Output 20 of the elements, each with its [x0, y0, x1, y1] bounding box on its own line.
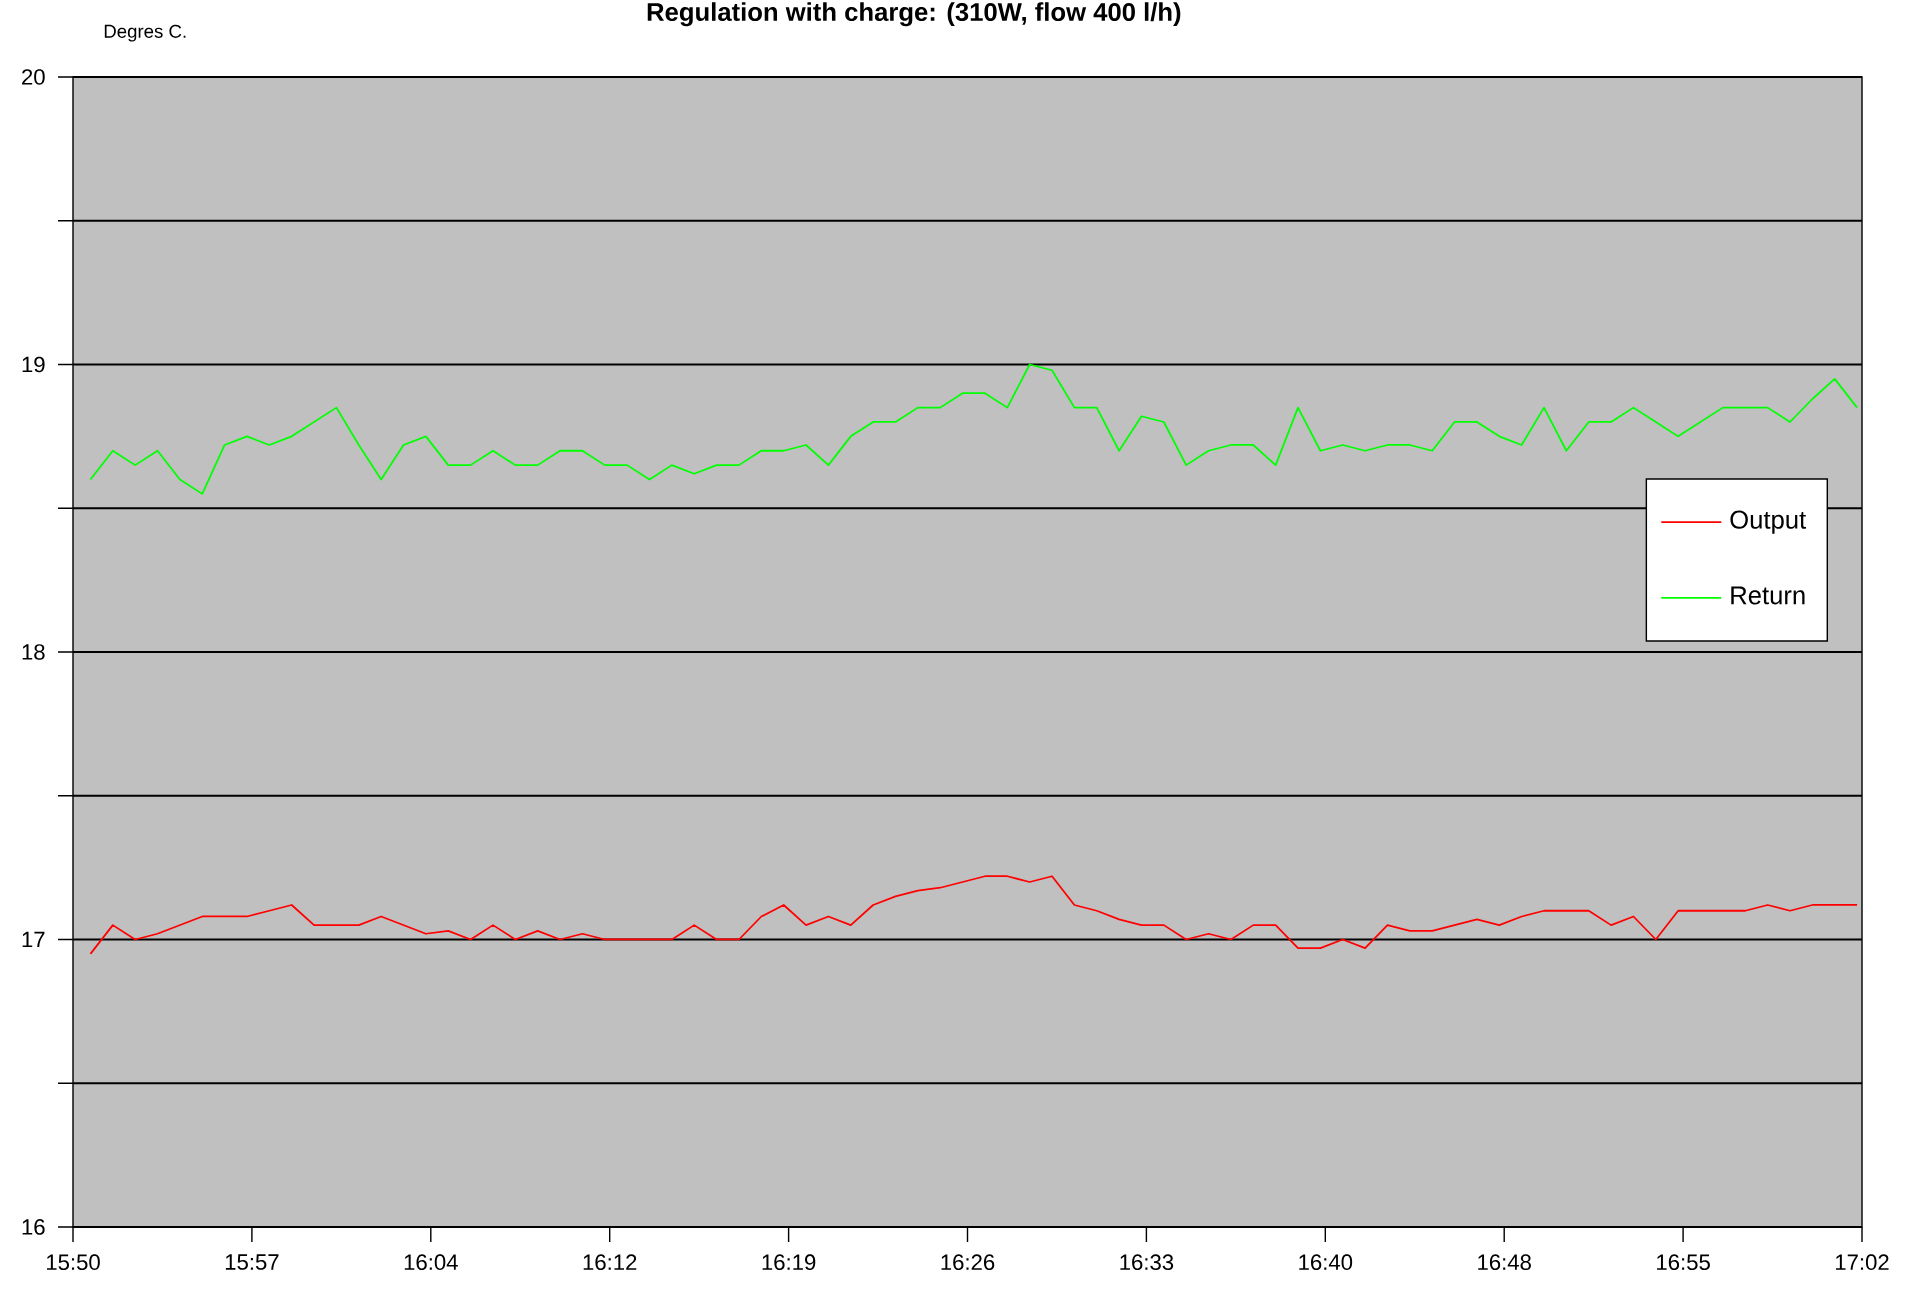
x-tick-label: 16:26: [941, 1254, 995, 1271]
x-tick-label: 16:04: [404, 1254, 458, 1271]
legend-label: Return: [1731, 586, 1805, 605]
y-axis-title: Degres C.: [104, 24, 186, 42]
y-tick-label: 20: [22, 69, 45, 85]
chart-title: Regulation with charge: (310W, flow 400 l/h): [647, 2, 1181, 27]
x-tick-label: 16:40: [1299, 1254, 1353, 1271]
y-tick-label: 16: [22, 1219, 45, 1235]
y-tick-label: 19: [22, 356, 45, 373]
x-tick-label: 16:55: [1657, 1254, 1710, 1271]
x-tick-label: 16:12: [583, 1254, 637, 1271]
x-tick-label: 16:19: [762, 1254, 816, 1271]
y-tick-label: 17: [22, 931, 45, 948]
legend-label: Output: [1730, 510, 1807, 534]
x-tick-label: 16:33: [1120, 1254, 1174, 1271]
x-tick-label: 16:48: [1478, 1254, 1531, 1271]
x-tick-label: 15:57: [225, 1254, 279, 1270]
x-tick-label: 15:50: [47, 1254, 100, 1271]
x-tick-label: 17:02: [1836, 1254, 1889, 1271]
y-tick-label: 18: [22, 644, 45, 660]
